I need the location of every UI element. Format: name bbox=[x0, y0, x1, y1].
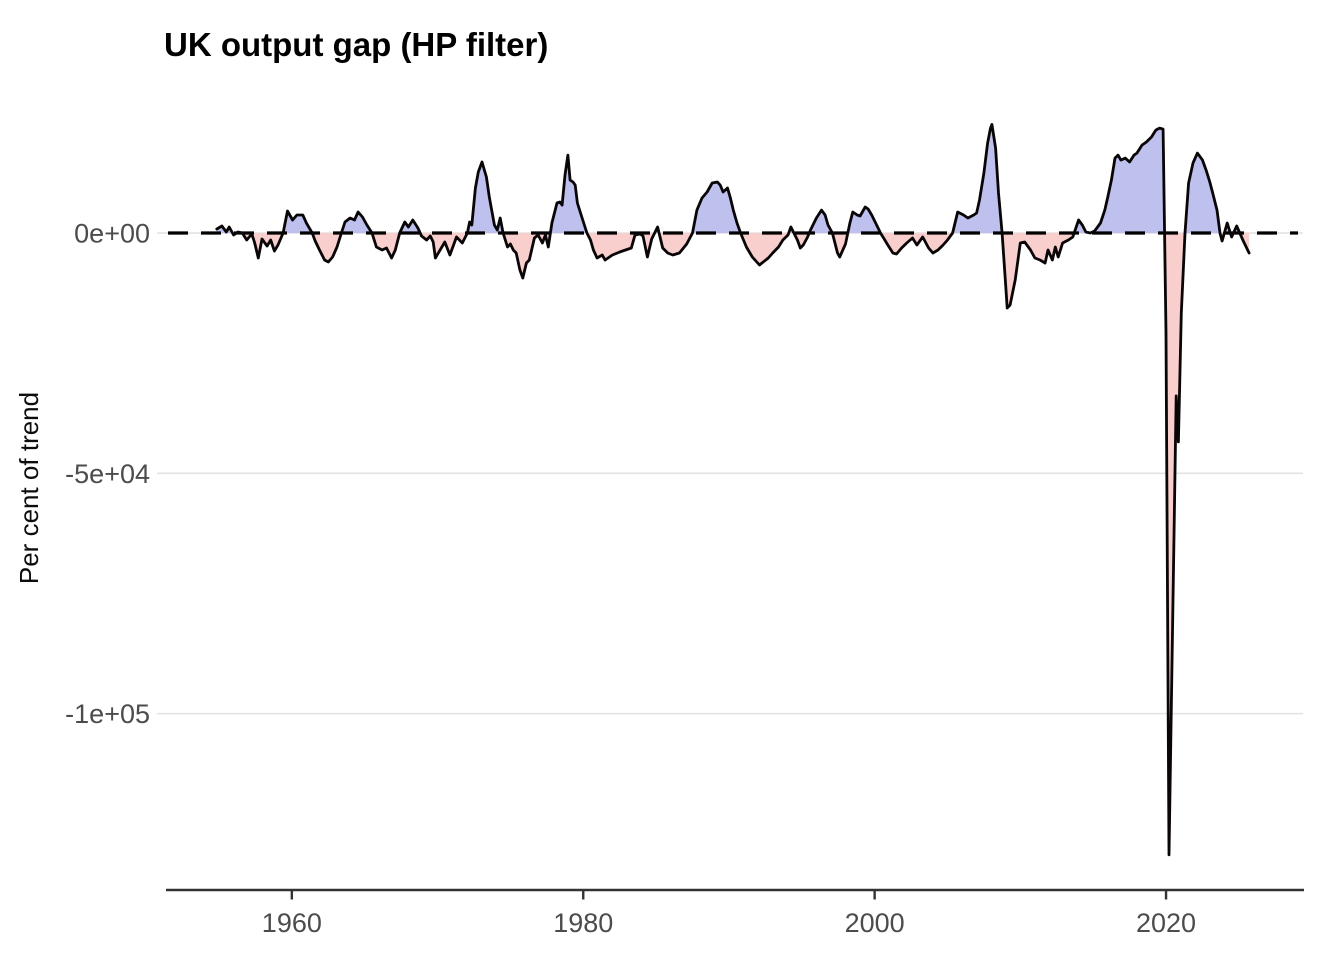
y-tick-label-0e+00: 0e+00 bbox=[74, 219, 150, 249]
y-tick-label--1e+05: -1e+05 bbox=[65, 699, 150, 729]
x-tick-label-2000: 2000 bbox=[845, 908, 905, 938]
y-tick-label--5e+04: -5e+04 bbox=[65, 459, 150, 489]
x-tick-label-2020: 2020 bbox=[1136, 908, 1196, 938]
x-tick-label-1960: 1960 bbox=[262, 908, 322, 938]
x-tick-label-1980: 1980 bbox=[553, 908, 613, 938]
series-line bbox=[215, 123, 1251, 857]
chart-title: UK output gap (HP filter) bbox=[164, 26, 549, 63]
